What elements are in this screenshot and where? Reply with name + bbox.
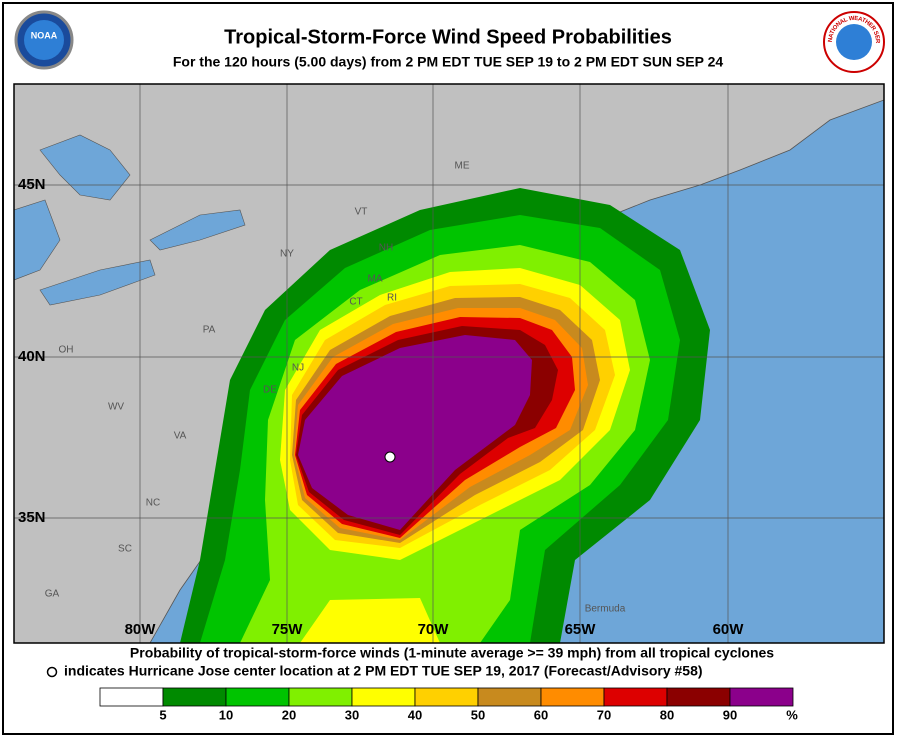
noaa-logo: NOAA bbox=[14, 10, 74, 70]
legend-label: % bbox=[786, 707, 798, 722]
place-label: PA bbox=[203, 325, 216, 336]
place-label: ME bbox=[455, 161, 470, 172]
graticule bbox=[14, 84, 884, 643]
legend-swatch bbox=[729, 687, 794, 707]
place-label: VA bbox=[174, 431, 187, 442]
legend-swatch bbox=[477, 687, 542, 707]
lat-label: 45N bbox=[18, 176, 46, 193]
legend-label: 10 bbox=[219, 707, 233, 722]
legend-label: 5 bbox=[159, 707, 166, 722]
place-label: GA bbox=[45, 589, 60, 600]
subtitle: For the 120 hours (5.00 days) from 2 PM … bbox=[173, 54, 724, 70]
place-label: NY bbox=[280, 249, 294, 260]
logo-text: NOAA bbox=[31, 30, 58, 40]
place-label: NH bbox=[379, 243, 393, 254]
legend-label: 60 bbox=[534, 707, 548, 722]
place-label: NJ bbox=[292, 363, 304, 374]
legend-swatch bbox=[603, 687, 668, 707]
storm-center bbox=[384, 451, 396, 463]
legend-swatch bbox=[288, 687, 353, 707]
map: 45N 40N 35N 80W 75W 70W 65W 60W ME VT NH NY MA CT RI PA… bbox=[14, 84, 884, 643]
legend-label: 70 bbox=[597, 707, 611, 722]
legend-swatch bbox=[540, 687, 605, 707]
legend-label: 30 bbox=[345, 707, 359, 722]
probability-contours bbox=[180, 188, 710, 643]
lon-label: 70W bbox=[418, 621, 450, 638]
place-label: Bermuda bbox=[585, 604, 626, 615]
place-label: RI bbox=[387, 293, 397, 304]
center-symbol bbox=[46, 666, 58, 678]
lake bbox=[14, 134, 246, 306]
legend-swatch bbox=[666, 687, 731, 707]
legend-swatch bbox=[162, 687, 227, 707]
legend: 5 10 20 30 40 50 60 70 80 90% bbox=[99, 687, 798, 722]
legend-swatch bbox=[351, 687, 416, 707]
map-border bbox=[13, 83, 885, 644]
legend-swatch bbox=[225, 687, 290, 707]
place-label: VT bbox=[355, 207, 368, 218]
legend-label: 90 bbox=[723, 707, 737, 722]
lon-label: 65W bbox=[565, 621, 597, 638]
place-label: WV bbox=[108, 402, 124, 413]
lat-label: 40N bbox=[18, 348, 46, 365]
place-label: DE bbox=[263, 385, 277, 396]
place-label: NC bbox=[146, 498, 160, 509]
legend-label: 80 bbox=[660, 707, 674, 722]
caption-line: indicates Hurricane Jose center location… bbox=[64, 663, 703, 679]
lat-label: 35N bbox=[18, 509, 46, 526]
place-label: CT bbox=[349, 297, 362, 308]
legend-label: 50 bbox=[471, 707, 485, 722]
legend-swatch bbox=[414, 687, 479, 707]
caption-line: Probability of tropical-storm-force wind… bbox=[130, 645, 774, 661]
place-label: OH bbox=[59, 345, 74, 356]
legend-label: 40 bbox=[408, 707, 422, 722]
legend-label: 20 bbox=[282, 707, 296, 722]
place-label: SC bbox=[118, 544, 132, 555]
place-label: MA bbox=[368, 274, 383, 285]
legend-swatch bbox=[99, 687, 164, 707]
lon-label: 75W bbox=[272, 621, 304, 638]
title: Tropical-Storm-Force Wind Speed Probabil… bbox=[224, 26, 672, 48]
lon-label: 80W bbox=[125, 621, 157, 638]
lon-label: 60W bbox=[713, 621, 745, 638]
